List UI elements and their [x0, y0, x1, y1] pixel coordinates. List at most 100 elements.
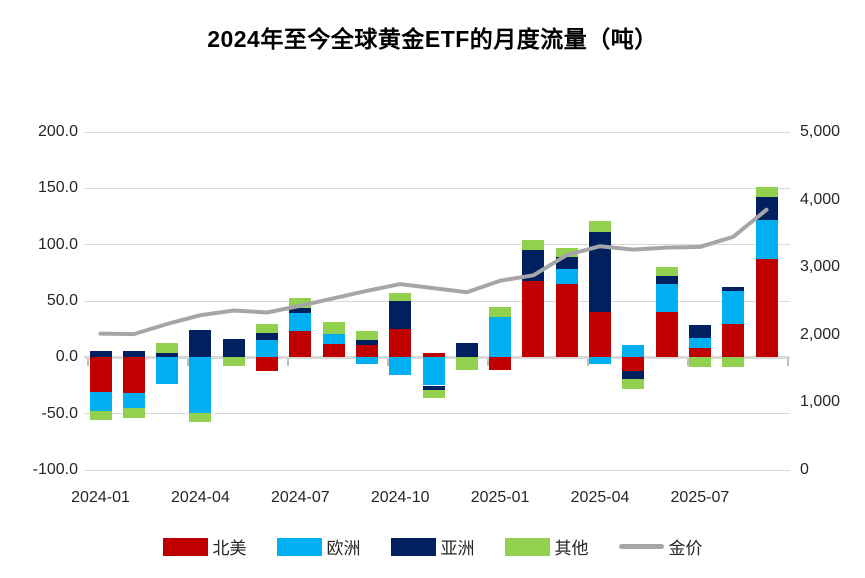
other-swatch-icon — [504, 537, 550, 556]
x-axis-tick — [587, 358, 590, 366]
gold-price-line-icon — [618, 544, 664, 549]
bar-segment-north-america — [122, 357, 145, 394]
bar-segment-asia — [522, 250, 545, 281]
bar-segment-asia — [422, 385, 445, 390]
bar-segment-other — [489, 306, 512, 317]
bar-segment-other — [422, 390, 445, 398]
bar-segment-asia — [122, 350, 145, 358]
legend-item-other: 其他 — [504, 534, 589, 559]
bar-segment-asia — [189, 330, 212, 358]
legend-label: 亚洲 — [440, 539, 475, 558]
bar-segment-europe — [89, 392, 112, 412]
y-axis-right-label: 4,000 — [800, 190, 841, 208]
legend-item-asia: 亚洲 — [390, 534, 475, 559]
y-axis-left-label: 100.0 — [37, 235, 78, 253]
bar-segment-asia — [89, 350, 112, 358]
bar-segment-north-america — [622, 357, 645, 371]
bar-segment-other — [455, 357, 478, 370]
legend-item-europe: 欧洲 — [276, 534, 361, 559]
y-axis-left-label: -100.0 — [32, 461, 78, 478]
x-axis-label: 2024-04 — [171, 489, 230, 506]
bar-segment-north-america — [422, 352, 445, 358]
y-axis-left-label: -50.0 — [41, 404, 78, 422]
bar-segment-other — [555, 248, 578, 258]
bar-segment-europe — [489, 316, 512, 358]
bar-segment-europe — [422, 357, 445, 386]
x-axis-tick — [87, 358, 90, 366]
bar-segment-north-america — [322, 343, 345, 358]
bar-segment-north-america — [555, 284, 578, 358]
x-axis-label: 2024-01 — [71, 489, 130, 506]
legend-label: 金价 — [668, 539, 703, 558]
chart-title: 2024年至今全球黄金ETF的月度流量（吨） — [207, 26, 658, 52]
bar-segment-north-america — [688, 348, 711, 358]
x-axis-label: 2024-07 — [270, 489, 330, 506]
x-axis-label: 2025-01 — [470, 489, 530, 506]
legend-label: 北美 — [212, 539, 247, 558]
bar-segment-europe — [322, 333, 345, 344]
bar-segment-europe — [289, 313, 312, 332]
bar-segment-other — [156, 342, 179, 353]
x-axis-tick — [687, 358, 690, 366]
gridline — [84, 300, 790, 302]
bar-segment-europe — [622, 344, 645, 358]
bar-segment-asia — [755, 197, 778, 220]
bar-segment-asia — [589, 232, 611, 313]
bar-segment-asia — [256, 332, 278, 341]
bar-segment-europe — [555, 269, 578, 285]
bar-segment-north-america — [256, 357, 278, 371]
bar-segment-europe — [722, 290, 745, 324]
bar-segment-europe — [355, 357, 378, 365]
bar-segment-other — [189, 412, 212, 422]
y-axis-right-label: 0 — [800, 461, 809, 478]
legend-item-north-america: 北美 — [162, 534, 247, 559]
europe-swatch-icon — [276, 537, 322, 556]
x-axis-tick — [187, 358, 190, 366]
x-axis-tick — [787, 358, 790, 366]
y-axis-right-label: 1,000 — [800, 393, 841, 411]
x-axis-label: 2025-07 — [670, 489, 730, 506]
legend-item-gold-price: 金价 — [618, 534, 703, 559]
bar-segment-north-america — [289, 331, 312, 358]
bar-segment-other — [622, 378, 645, 389]
bar-segment-other — [755, 187, 778, 198]
bar-segment-other — [222, 357, 245, 367]
bar-segment-europe — [122, 393, 145, 409]
y-axis-left-label: 50.0 — [46, 292, 78, 309]
gridline — [84, 187, 790, 189]
bar-segment-europe — [156, 357, 179, 385]
x-axis-label: 2024-10 — [370, 489, 430, 506]
y-axis-left-label: 200.0 — [37, 123, 78, 140]
bar-segment-asia — [222, 339, 245, 358]
bar-segment-north-america — [522, 280, 545, 358]
bar-segment-europe — [755, 219, 778, 260]
bar-segment-asia — [389, 301, 412, 330]
y-axis-right-label: 2,000 — [800, 325, 841, 343]
asia-swatch-icon — [390, 537, 436, 556]
gridline — [84, 131, 790, 133]
bar-segment-other — [389, 293, 412, 301]
bar-segment-other — [89, 411, 112, 421]
bar-segment-asia — [156, 352, 179, 358]
bar-segment-other — [322, 322, 345, 334]
gridline — [84, 469, 790, 471]
gridline — [84, 413, 790, 415]
bar-segment-asia — [355, 340, 378, 345]
x-axis-tick — [287, 358, 290, 366]
bar-segment-north-america — [355, 344, 378, 358]
bar-segment-asia — [289, 307, 312, 314]
y-axis-right-label: 3,000 — [800, 258, 841, 276]
bar-segment-north-america — [589, 312, 611, 358]
bar-segment-other — [655, 267, 678, 277]
x-axis-tick — [387, 358, 390, 366]
bar-segment-europe — [655, 284, 678, 313]
legend-label: 欧洲 — [326, 539, 361, 558]
bar-segment-other — [589, 221, 611, 233]
bar-segment-asia — [655, 276, 678, 285]
bar-segment-asia — [555, 257, 578, 270]
bar-segment-europe — [589, 357, 611, 365]
bar-segment-asia — [688, 324, 711, 339]
bar-segment-asia — [455, 342, 478, 358]
y-axis-right-label: 5,000 — [800, 123, 841, 140]
